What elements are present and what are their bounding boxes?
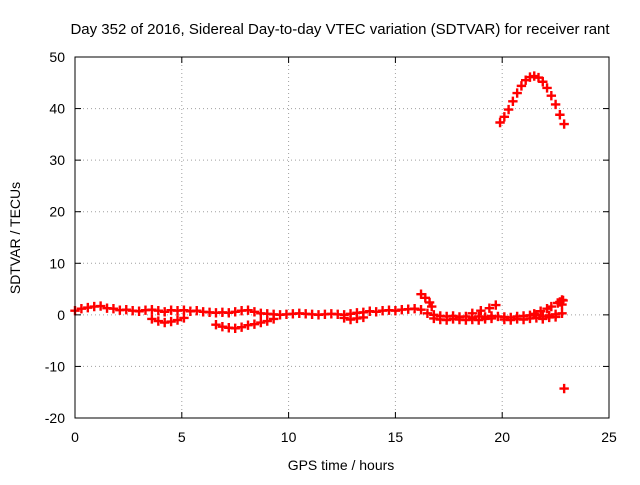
y-tick-label: 50 [49,49,65,65]
y-axis-label: SDTVAR / TECUs [7,182,23,294]
data-point [467,308,477,319]
data-point [557,308,567,319]
x-tick-label: 0 [71,429,79,445]
y-tick-label: 40 [49,101,65,117]
data-point [535,306,546,316]
y-tick-label: -10 [45,358,65,374]
x-tick-label: 5 [178,429,186,445]
data-point [262,316,272,326]
data-point [491,300,501,310]
data-point [358,312,369,323]
data-point [558,295,568,306]
data-point [422,308,433,319]
series-upper-arc [495,71,569,129]
data-point [147,314,157,324]
data-point [339,313,349,323]
data-point [538,314,548,324]
data-point [256,317,266,328]
x-tick-labels: 0 5 10 15 20 25 [71,429,617,445]
series-lower-arc [147,312,561,333]
series-rising-segments [416,289,567,319]
data-point [236,322,247,332]
x-tick-label: 15 [388,429,404,445]
data-point [427,301,437,312]
chart-title: Day 352 of 2016, Sidereal Day-to-day VTE… [70,21,610,38]
data-point [179,313,189,323]
data-point [550,99,561,110]
data-point [95,301,106,311]
plot-frame [74,56,610,419]
grid-lines [75,57,609,418]
data-point [249,319,260,329]
data-point [153,316,164,326]
data-point [211,319,221,330]
data-point [172,315,183,325]
axis-ticks [74,56,610,419]
data-point [243,305,253,315]
data-point [533,72,544,83]
y-tick-label: -20 [45,410,65,426]
x-tick-label: 10 [281,429,297,445]
data-point [416,289,426,299]
data-point [484,303,495,313]
series-outliers [558,295,569,394]
data-point [166,316,176,327]
data-point [486,313,497,324]
data-point [249,307,260,317]
data-point [529,309,539,319]
data-points [70,71,569,394]
y-tick-label: 0 [57,307,65,323]
x-axis-label: GPS time / hours [288,457,395,473]
data-point [416,305,426,315]
data-point [516,81,527,91]
data-point [538,77,548,87]
y-tick-labels: -20 -10 0 10 20 30 40 50 [45,49,65,426]
data-point [160,307,170,317]
data-point [108,303,119,314]
data-point [550,312,561,322]
data-point [512,88,522,98]
data-point [268,314,279,324]
y-tick-label: 30 [49,152,65,168]
y-tick-label: 20 [49,204,65,220]
x-tick-label: 20 [494,429,510,445]
data-point [559,383,569,394]
y-tick-label: 10 [49,255,65,271]
data-point [495,117,505,128]
data-point [542,83,552,93]
data-point [546,301,557,312]
data-point [499,112,510,122]
data-point [546,90,557,101]
data-point [559,119,569,129]
data-point [503,104,514,115]
data-point [420,293,431,303]
data-point [476,306,486,316]
data-point [555,110,565,120]
x-tick-label: 25 [601,429,617,445]
data-point [508,96,518,107]
